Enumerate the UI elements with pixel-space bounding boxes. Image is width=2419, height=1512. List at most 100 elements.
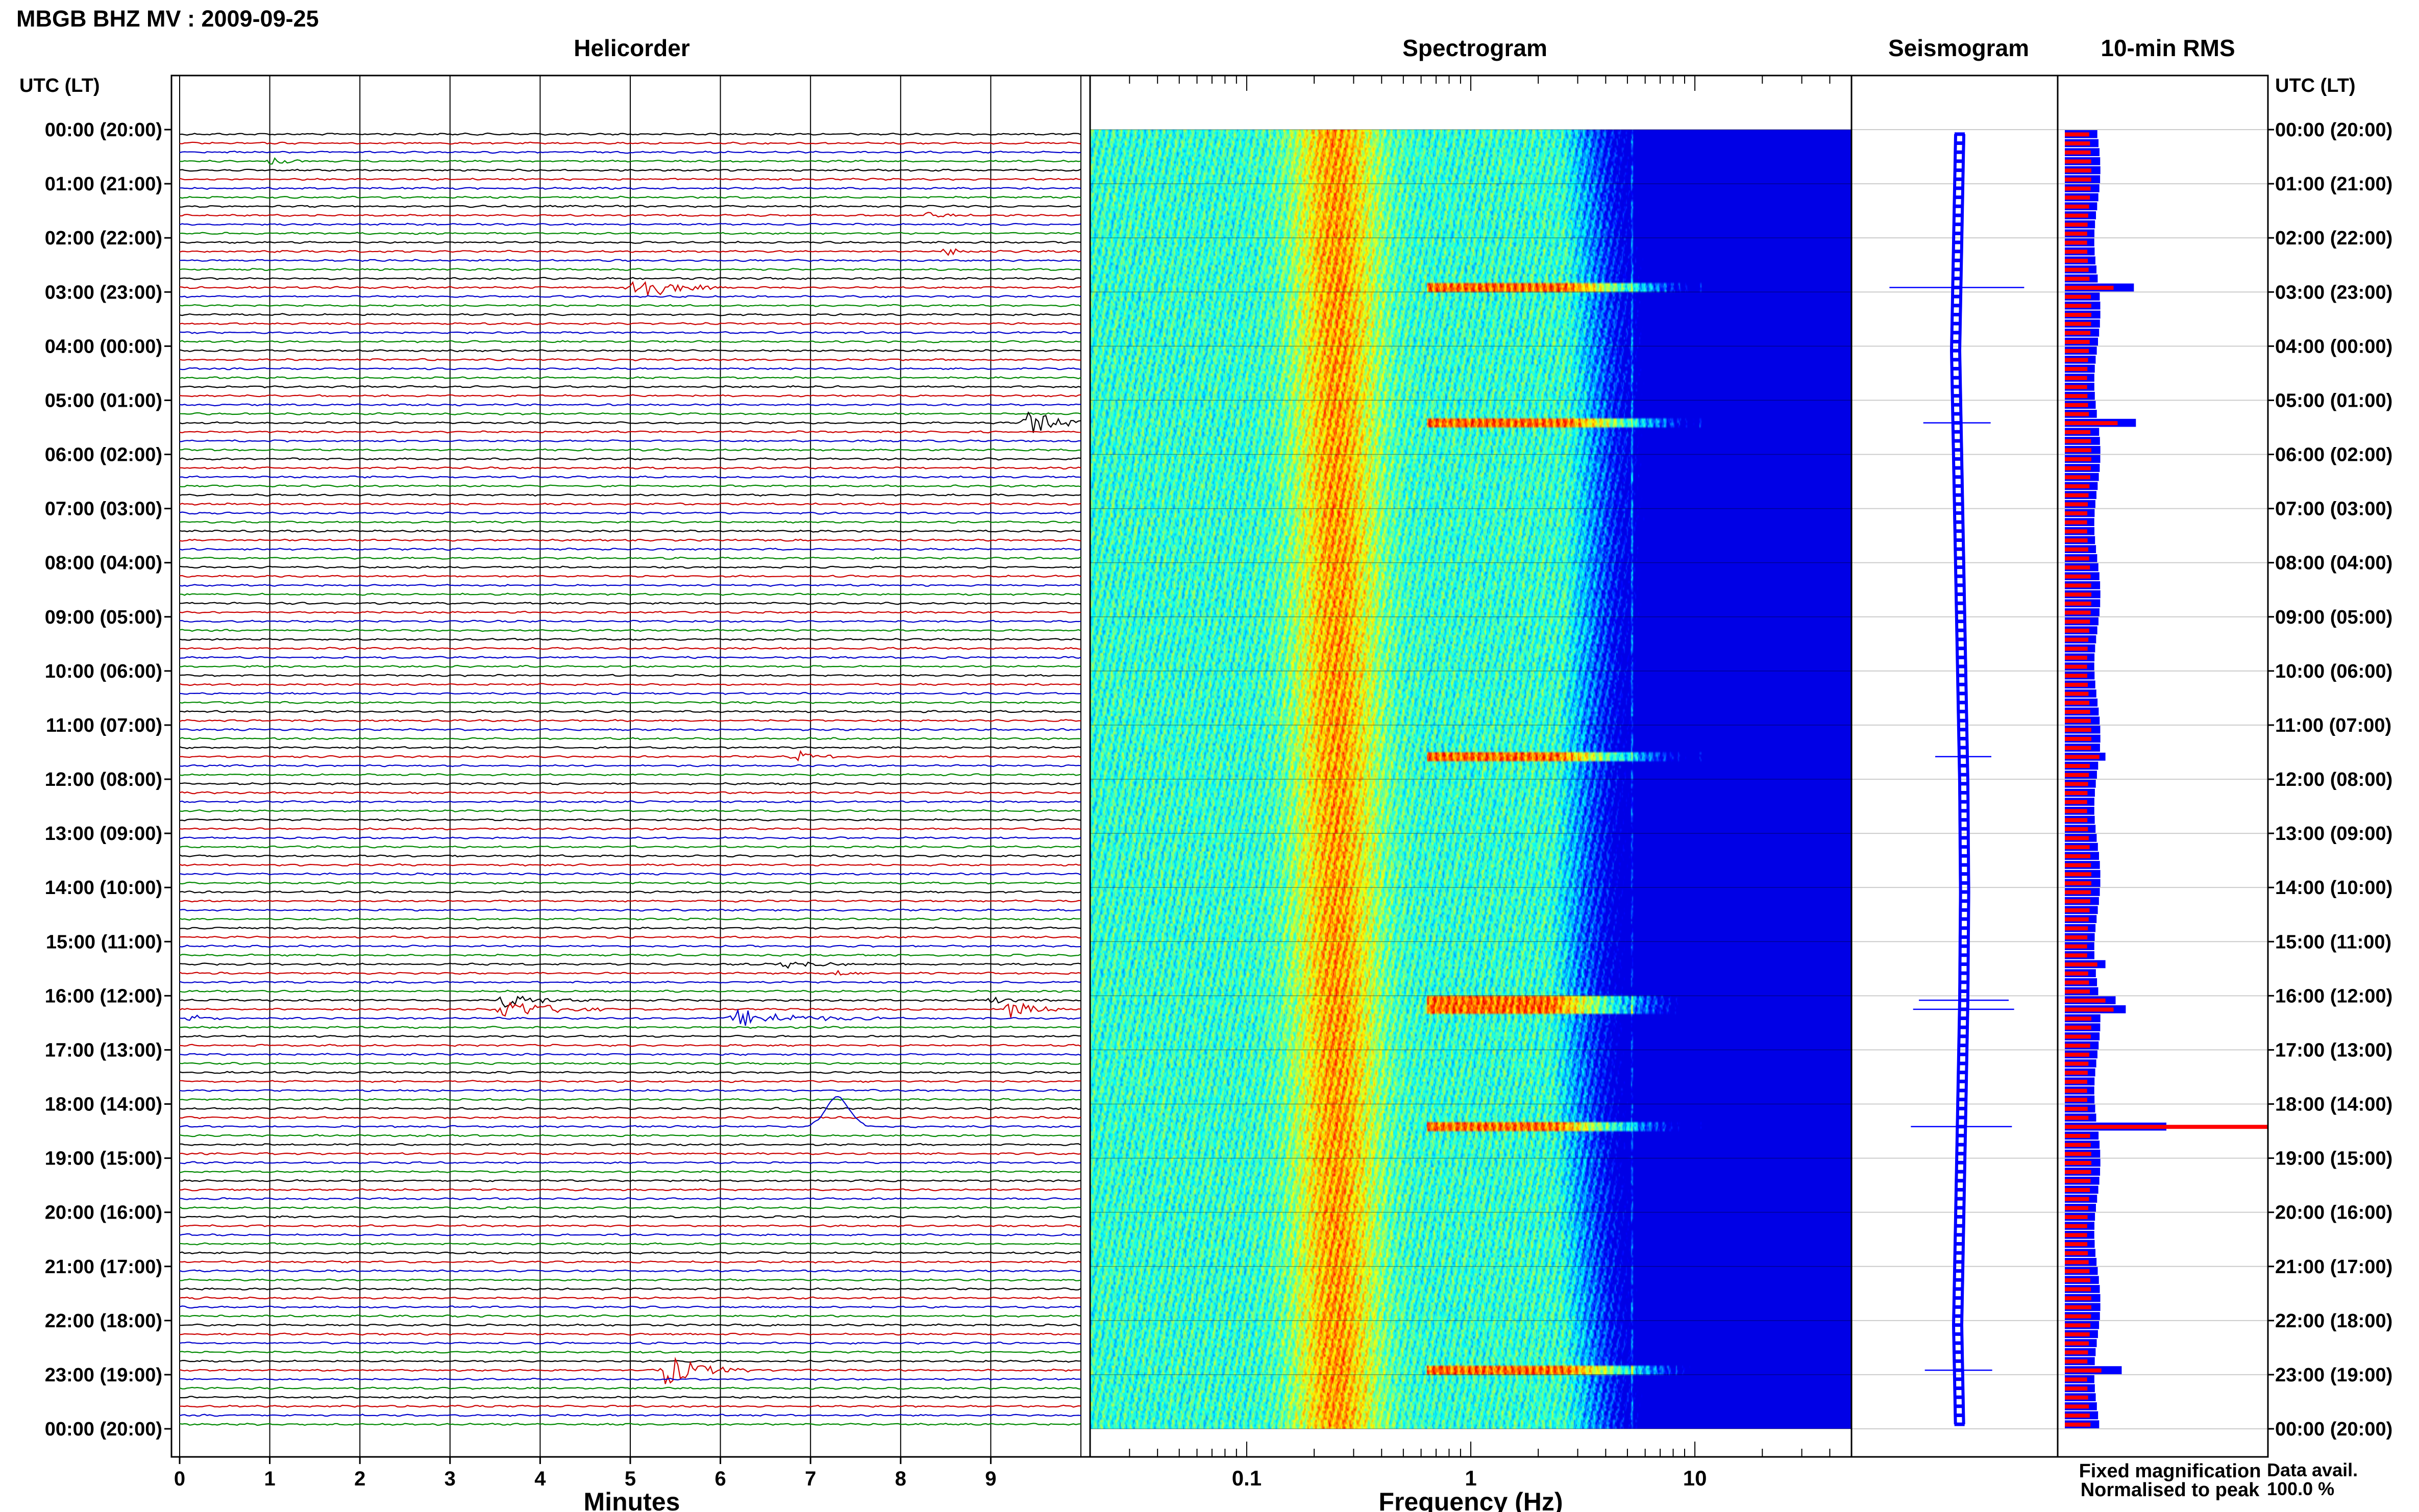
rms-bar-normalised (2065, 150, 2091, 155)
rms-bar-normalised (2065, 962, 2097, 966)
rms-bar-normalised (2065, 1377, 2087, 1382)
rms-bar-normalised (2065, 1296, 2091, 1301)
time-label-right: 17:00 (13:00) (2275, 1039, 2392, 1061)
helicorder-trace (179, 989, 1081, 993)
rms-bar-normalised (2065, 782, 2088, 786)
rms-bar-normalised (2065, 628, 2089, 633)
utc-header-left: UTC (LT) (19, 75, 100, 96)
helicorder-trace (179, 619, 1081, 623)
rms-bar-normalised (2065, 647, 2088, 651)
rms-bar-normalised (2065, 1125, 2268, 1129)
rms-bar-normalised (2065, 1287, 2091, 1292)
seismogram-trace (1889, 132, 2025, 1426)
rms-bar-normalised (2065, 294, 2091, 299)
rms-bar-normalised (2065, 872, 2091, 877)
rms-bar-normalised (2065, 394, 2088, 399)
rms-bar-normalised (2065, 1305, 2091, 1309)
helicorder-trace (179, 1179, 1081, 1182)
helicorder-trace (179, 664, 1081, 668)
helicorder-trace (179, 1088, 1081, 1093)
rms-bar-normalised (2065, 385, 2087, 389)
rms-bar-normalised (2065, 737, 2091, 741)
helicorder-trace (179, 773, 1081, 777)
helicorder-trace (179, 602, 1081, 605)
helicorder-trace (179, 538, 1081, 542)
rms-bar-normalised (2065, 195, 2090, 200)
time-label-right: 22:00 (18:00) (2275, 1310, 2392, 1332)
helicorder-trace (179, 1161, 1081, 1164)
rms-bar-normalised (2065, 583, 2091, 588)
rms-bar-normalised (2065, 926, 2088, 931)
rms-bar-normalised (2065, 547, 2088, 552)
rms-bar-normalised (2065, 1152, 2091, 1156)
helicorder-trace (179, 529, 1081, 533)
helicorder-trace (179, 863, 1081, 867)
rms-bar-normalised (2065, 376, 2087, 380)
rms-bar-normalised (2065, 1052, 2089, 1057)
rms-bar-normalised (2065, 340, 2090, 344)
helicorder-trace (179, 178, 1081, 181)
rms-bar-normalised (2065, 1071, 2088, 1075)
rms-bar-normalised (2065, 1098, 2087, 1102)
helicorder-trace (179, 367, 1081, 370)
helicorder-trace (179, 637, 1081, 641)
time-label-right: 21:00 (17:00) (2275, 1256, 2392, 1278)
panel-axes: 0 1 2 3 4 5 6 7 8 9 0.1 1 10 (174, 76, 1852, 1490)
helicorder-trace (179, 157, 1081, 165)
helicorder-trace (179, 782, 1081, 785)
helicorder-trace (179, 1233, 1081, 1236)
helicorder-trace (179, 151, 1081, 154)
helicorder-trace (179, 1296, 1081, 1300)
helicorder-trace (179, 750, 1081, 762)
rms-bar-normalised (2065, 1088, 2087, 1093)
seismogram-title: Seismogram (1888, 35, 2029, 61)
helicorder-trace (179, 1170, 1081, 1174)
helicorder-trace (179, 1152, 1081, 1155)
helicorder-trace (179, 281, 1081, 295)
helicorder-trace (179, 1251, 1081, 1255)
helicorder-trace (179, 313, 1081, 316)
rms-bar-normalised (2065, 213, 2088, 218)
rms-bar-normalised (2065, 764, 2090, 769)
helicorder-trace (179, 259, 1081, 262)
spectrogram-image (1090, 130, 1852, 1429)
helicorder-trace (179, 1116, 1081, 1120)
rms-bar-normalised (2065, 944, 2087, 949)
rms-bar-normalised (2065, 610, 2091, 615)
helicorder-trace (179, 484, 1081, 488)
rms-bar-normalised (2065, 953, 2087, 958)
helicorder-trace (179, 520, 1081, 524)
rms-bar-normalised (2065, 358, 2088, 362)
rms-bar-normalised (2065, 1007, 2114, 1012)
data-avail-value: 100.0 % (2267, 1478, 2334, 1499)
rms-bar-normalised (2065, 655, 2087, 660)
helicorder-trace (179, 430, 1081, 434)
helicorder-trace (179, 710, 1081, 713)
rms-bar-normalised (2065, 1260, 2089, 1265)
helicorder-trace (179, 1260, 1081, 1264)
rms-bar-normalised (2065, 186, 2091, 191)
data-avail-label: Data avail. (2267, 1459, 2358, 1480)
helicorder-trace (179, 205, 1081, 208)
rms-bars (2065, 130, 2268, 1428)
helicorder-trace (179, 168, 1081, 172)
rms-bar-normalised (2065, 565, 2090, 570)
rms-bar-normalised (2065, 1422, 2091, 1427)
rms-bar-normalised (2065, 1079, 2087, 1084)
rms-bar-normalised (2065, 809, 2087, 813)
rms-bar-normalised (2065, 691, 2089, 696)
rms-bar-normalised (2065, 980, 2089, 985)
time-label-left: 12:00 (08:00) (45, 769, 162, 790)
helicorder-trace (179, 304, 1081, 307)
time-label-right: 09:00 (05:00) (2275, 607, 2392, 628)
helicorder-trace (179, 674, 1081, 677)
helicorder-trace (179, 1044, 1081, 1047)
helicorder-trace (179, 322, 1081, 326)
helicorder-trace (179, 548, 1081, 551)
helicorder-trace (179, 610, 1081, 614)
time-label-right: 16:00 (12:00) (2275, 985, 2392, 1007)
time-axis-labels: 00:00 (20:00) 00:00 (20:00) 01:00 (21:00) 0… (45, 119, 2393, 1440)
helicorder-trace (179, 899, 1081, 903)
helicorder-trace (179, 836, 1081, 839)
helicorder-trace (179, 232, 1081, 235)
